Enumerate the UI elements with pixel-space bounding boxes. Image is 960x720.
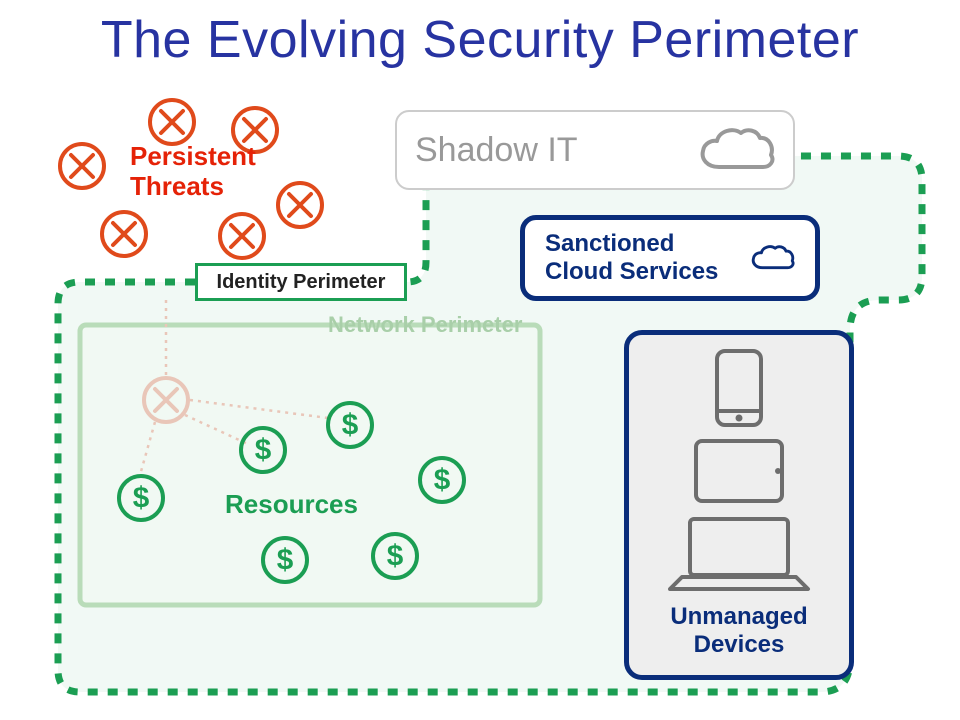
sanctioned-cloud-box: Sanctioned Cloud Services [520, 215, 820, 301]
cloud-icon [697, 125, 775, 175]
resources-label: Resources [225, 490, 358, 520]
threat-icon [274, 179, 326, 231]
laptop-icon [664, 513, 814, 595]
svg-text:$: $ [277, 544, 294, 577]
page-title: The Evolving Security Perimeter [0, 10, 960, 70]
network-perimeter-label: Network Perimeter [320, 310, 530, 340]
identity-perimeter-label-box: Identity Perimeter [195, 263, 407, 301]
resource-icon: $ [416, 454, 468, 506]
threat-icon [98, 208, 150, 260]
svg-text:$: $ [434, 464, 451, 497]
resource-icon: $ [259, 534, 311, 586]
resource-icon: $ [369, 530, 421, 582]
svg-text:$: $ [387, 540, 404, 573]
identity-perimeter-label: Identity Perimeter [217, 271, 386, 294]
shadow-it-label: Shadow IT [415, 131, 679, 170]
cloud-icon [750, 235, 795, 281]
persistent-threats-label: Persistent Threats [130, 142, 256, 202]
sanctioned-cloud-label: Sanctioned Cloud Services [545, 230, 736, 285]
unmanaged-devices-label: Unmanaged Devices [639, 603, 839, 658]
svg-text:$: $ [342, 409, 359, 442]
tablet-icon [690, 435, 788, 507]
unmanaged-devices-box: Unmanaged Devices [624, 330, 854, 680]
resource-icon: $ [237, 424, 289, 476]
svg-text:$: $ [255, 434, 272, 467]
phone-icon [711, 347, 767, 429]
threat-icon [56, 140, 108, 192]
svg-text:$: $ [133, 482, 150, 515]
breached-threat-icon [140, 374, 192, 426]
threat-icon [216, 210, 268, 262]
shadow-it-box: Shadow IT [395, 110, 795, 190]
resource-icon: $ [324, 399, 376, 451]
resource-icon: $ [115, 472, 167, 524]
diagram-canvas: { "title": "The Evolving Security Perime… [0, 0, 960, 720]
